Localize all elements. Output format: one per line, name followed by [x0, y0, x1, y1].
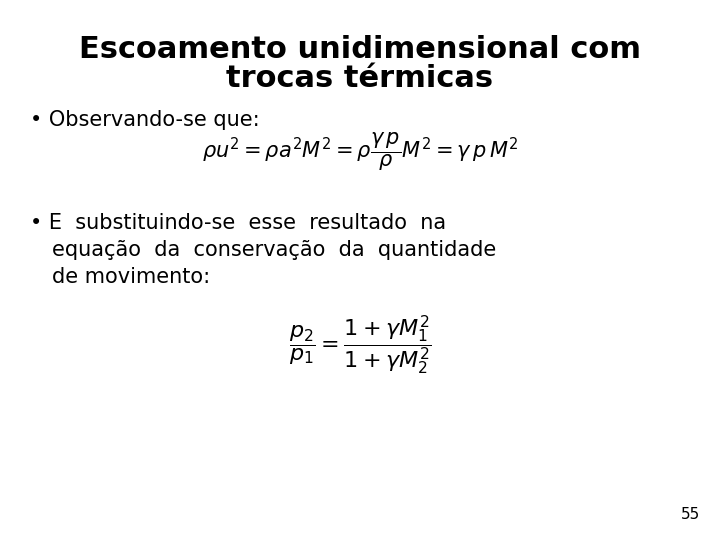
Text: $\dfrac{p_2}{p_1} = \dfrac{1 + \gamma M_1^2}{1 + \gamma M_2^2}$: $\dfrac{p_2}{p_1} = \dfrac{1 + \gamma M_…	[289, 313, 431, 377]
Text: • E  substituindo-se  esse  resultado  na: • E substituindo-se esse resultado na	[30, 213, 446, 233]
Text: 55: 55	[680, 507, 700, 522]
Text: Escoamento unidimensional com: Escoamento unidimensional com	[79, 35, 641, 64]
Text: de movimento:: de movimento:	[52, 267, 210, 287]
Text: • Observando-se que:: • Observando-se que:	[30, 110, 260, 130]
Text: $\rho u^2 = \rho a^2 M^2 = \rho \dfrac{\gamma \, p}{\rho} M^2 = \gamma \, p \, M: $\rho u^2 = \rho a^2 M^2 = \rho \dfrac{\…	[202, 131, 518, 173]
Text: equação  da  conservação  da  quantidade: equação da conservação da quantidade	[52, 240, 496, 260]
Text: trocas térmicas: trocas térmicas	[226, 64, 494, 93]
